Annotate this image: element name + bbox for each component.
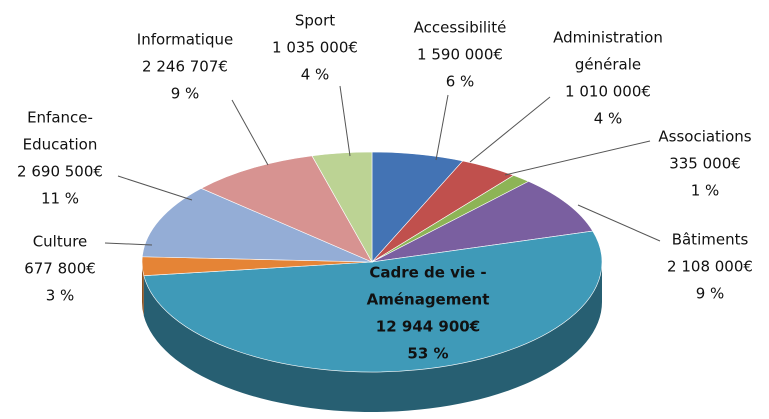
slice-side xyxy=(143,262,602,412)
category-label: Education xyxy=(23,136,98,154)
category-label: Enfance- xyxy=(27,109,93,127)
slice-side xyxy=(142,262,144,316)
leader-line xyxy=(504,140,651,176)
value-label: 677 800€ xyxy=(24,260,96,278)
percent-label: 9 % xyxy=(696,285,725,303)
leader-line xyxy=(435,94,449,161)
category-label: Administration xyxy=(553,29,663,47)
leader-line xyxy=(469,96,551,163)
percent-label: 6 % xyxy=(446,73,475,91)
category-label: Cadre de vie - xyxy=(369,264,486,282)
percent-label: 3 % xyxy=(46,287,75,305)
value-label: 2 108 000€ xyxy=(667,258,753,276)
slice xyxy=(141,187,373,263)
slice xyxy=(143,230,603,373)
slice xyxy=(200,155,373,263)
category-label: générale xyxy=(575,56,641,74)
percent-label: 53 % xyxy=(407,345,448,363)
percent-label: 9 % xyxy=(171,85,200,103)
value-label: 12 944 900€ xyxy=(376,318,480,336)
value-label: 335 000€ xyxy=(669,155,741,173)
category-label: Aménagement xyxy=(367,291,490,309)
category-label: Accessibilité xyxy=(414,19,507,37)
category-label: Informatique xyxy=(137,31,233,49)
category-label: Sport xyxy=(295,12,335,30)
leader-line xyxy=(104,242,153,246)
percent-label: 1 % xyxy=(691,182,720,200)
leader-line xyxy=(577,204,661,242)
category-label: Bâtiments xyxy=(672,231,749,249)
leader-line xyxy=(231,99,269,166)
leader-line xyxy=(339,85,351,157)
value-label: 1 035 000€ xyxy=(272,39,358,57)
value-label: 2 690 500€ xyxy=(17,163,103,181)
value-label: 1 010 000€ xyxy=(565,83,651,101)
slice xyxy=(371,181,594,263)
value-label: 1 590 000€ xyxy=(417,46,503,64)
category-label: Culture xyxy=(33,233,88,251)
slice xyxy=(311,151,373,264)
leader-line xyxy=(117,175,193,201)
category-label: Associations xyxy=(658,128,751,146)
value-label: 2 246 707€ xyxy=(142,58,228,76)
percent-label: 4 % xyxy=(301,66,330,84)
percent-label: 11 % xyxy=(41,190,79,208)
percent-label: 4 % xyxy=(594,110,623,128)
